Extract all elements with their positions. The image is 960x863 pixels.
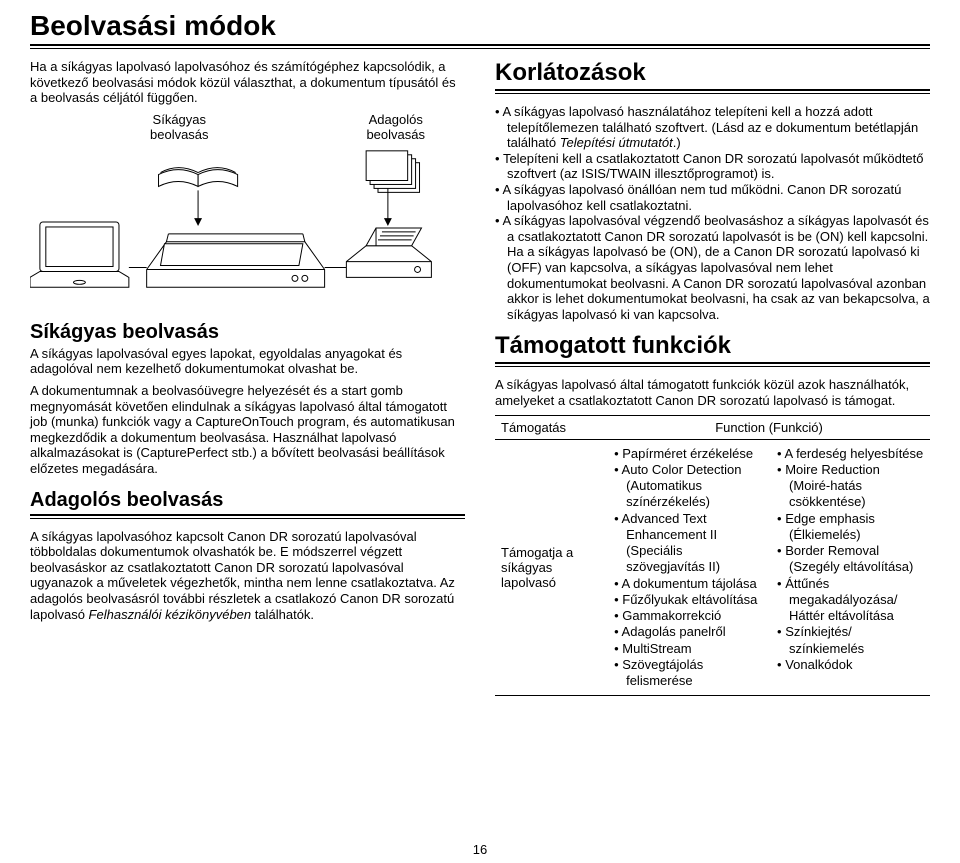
function-item: Gammakorrekció <box>614 608 761 624</box>
limitations-item: A síkágyas lapolvasóval végzendő beolvas… <box>495 213 930 322</box>
functions-row-label: Támogatja a síkágyas lapolvasó <box>495 439 608 696</box>
diagram-label-left: Síkágyas beolvasás <box>150 112 209 142</box>
functions-list-b: A ferdeség helyesbítéseMoire Reduction (… <box>777 446 924 690</box>
functions-rule-thick <box>495 362 930 364</box>
right-column: Korlátozások A síkágyas lapolvasó haszná… <box>495 59 930 696</box>
functions-table: Támogatás Function (Funkció) Támogatja a… <box>495 415 930 697</box>
functions-rule-thin <box>495 366 930 367</box>
paper-stack-icon <box>366 151 419 193</box>
feeder-rule-thin <box>30 518 465 519</box>
function-item: Színkiejtés/ színkiemelés <box>777 624 924 657</box>
feeder-para-text: A síkágyas lapolvasóhoz kapcsolt Canon D… <box>30 529 455 622</box>
limitations-rule-thick <box>495 89 930 91</box>
function-item: A ferdeség helyesbítése <box>777 446 924 462</box>
functions-row: Támogatja a síkágyas lapolvasó Papírmére… <box>495 439 930 696</box>
sheetfed-scanner-icon <box>346 228 431 277</box>
function-item: Edge emphasis (Élkiemelés) <box>777 511 924 544</box>
functions-intro: A síkágyas lapolvasó által támogatott fu… <box>495 377 930 408</box>
function-item: Fűzőlyukak eltávolítása <box>614 592 761 608</box>
flatbed-heading: Síkágyas beolvasás <box>30 321 465 344</box>
italic-text: Felhasználói kézikönyvében <box>89 607 252 622</box>
page: Beolvasási módok Ha a síkágyas lapolvasó… <box>0 0 960 863</box>
columns: Ha a síkágyas lapolvasó lapolvasóhoz és … <box>30 59 930 696</box>
feeder-para: A síkágyas lapolvasóhoz kapcsolt Canon D… <box>30 529 465 623</box>
limitations-heading: Korlátozások <box>495 59 930 87</box>
scan-modes-diagram <box>30 144 465 304</box>
function-item: Moire Reduction (Moiré-hatás csökkentése… <box>777 462 924 511</box>
flatbed-para-1: A síkágyas lapolvasóval egyes lapokat, e… <box>30 346 465 377</box>
limitations-list: A síkágyas lapolvasó használatához telep… <box>495 104 930 322</box>
function-item: Border Removal (Szegély eltávolítása) <box>777 543 924 576</box>
page-title: Beolvasási módok <box>30 10 930 42</box>
feeder-heading: Adagolós beolvasás <box>30 489 465 512</box>
limitations-item: A síkágyas lapolvasó önállóan nem tud mű… <box>495 182 930 213</box>
functions-list-a: Papírméret érzékeléseAuto Color Detectio… <box>614 446 761 690</box>
function-item: Papírméret érzékelése <box>614 446 761 462</box>
title-rule-thick <box>30 44 930 46</box>
function-item: A dokumentum tájolása <box>614 576 761 592</box>
function-item: Vonalkódok <box>777 657 924 673</box>
functions-th-support: Támogatás <box>495 415 608 439</box>
functions-th-function: Function (Funkció) <box>608 415 930 439</box>
limitations-rule-thin <box>495 93 930 94</box>
function-item: Advanced Text Enhancement II (Speciális … <box>614 511 761 576</box>
laptop-icon <box>30 222 129 287</box>
limitations-item: A síkágyas lapolvasó használatához telep… <box>495 104 930 151</box>
functions-heading: Támogatott funkciók <box>495 332 930 360</box>
flatbed-scanner-icon <box>147 234 325 287</box>
function-item: Áttűnés megakadályozása/ Háttér eltávolí… <box>777 576 924 625</box>
left-column: Ha a síkágyas lapolvasó lapolvasóhoz és … <box>30 59 465 696</box>
function-item: Adagolás panelről <box>614 624 761 640</box>
limitations-item: Telepíteni kell a csatlakoztatott Canon … <box>495 151 930 182</box>
intro-paragraph: Ha a síkágyas lapolvasó lapolvasóhoz és … <box>30 59 465 106</box>
function-item: Szövegtájolás felismerése <box>614 657 761 690</box>
flatbed-para-2: A dokumentumnak a beolvasóüvegre helyezé… <box>30 383 465 477</box>
page-number: 16 <box>0 842 960 857</box>
function-item: Auto Color Detection (Automatikus színér… <box>614 462 761 511</box>
feeder-rule-thick <box>30 514 465 516</box>
diagram-label-right: Adagolós beolvasás <box>366 112 425 142</box>
title-rule-thin <box>30 48 930 49</box>
function-item: MultiStream <box>614 641 761 657</box>
functions-row-content: Papírméret érzékeléseAuto Color Detectio… <box>608 439 930 696</box>
diagram-labels: Síkágyas beolvasás Adagolós beolvasás <box>30 112 465 142</box>
book-icon <box>159 167 238 186</box>
